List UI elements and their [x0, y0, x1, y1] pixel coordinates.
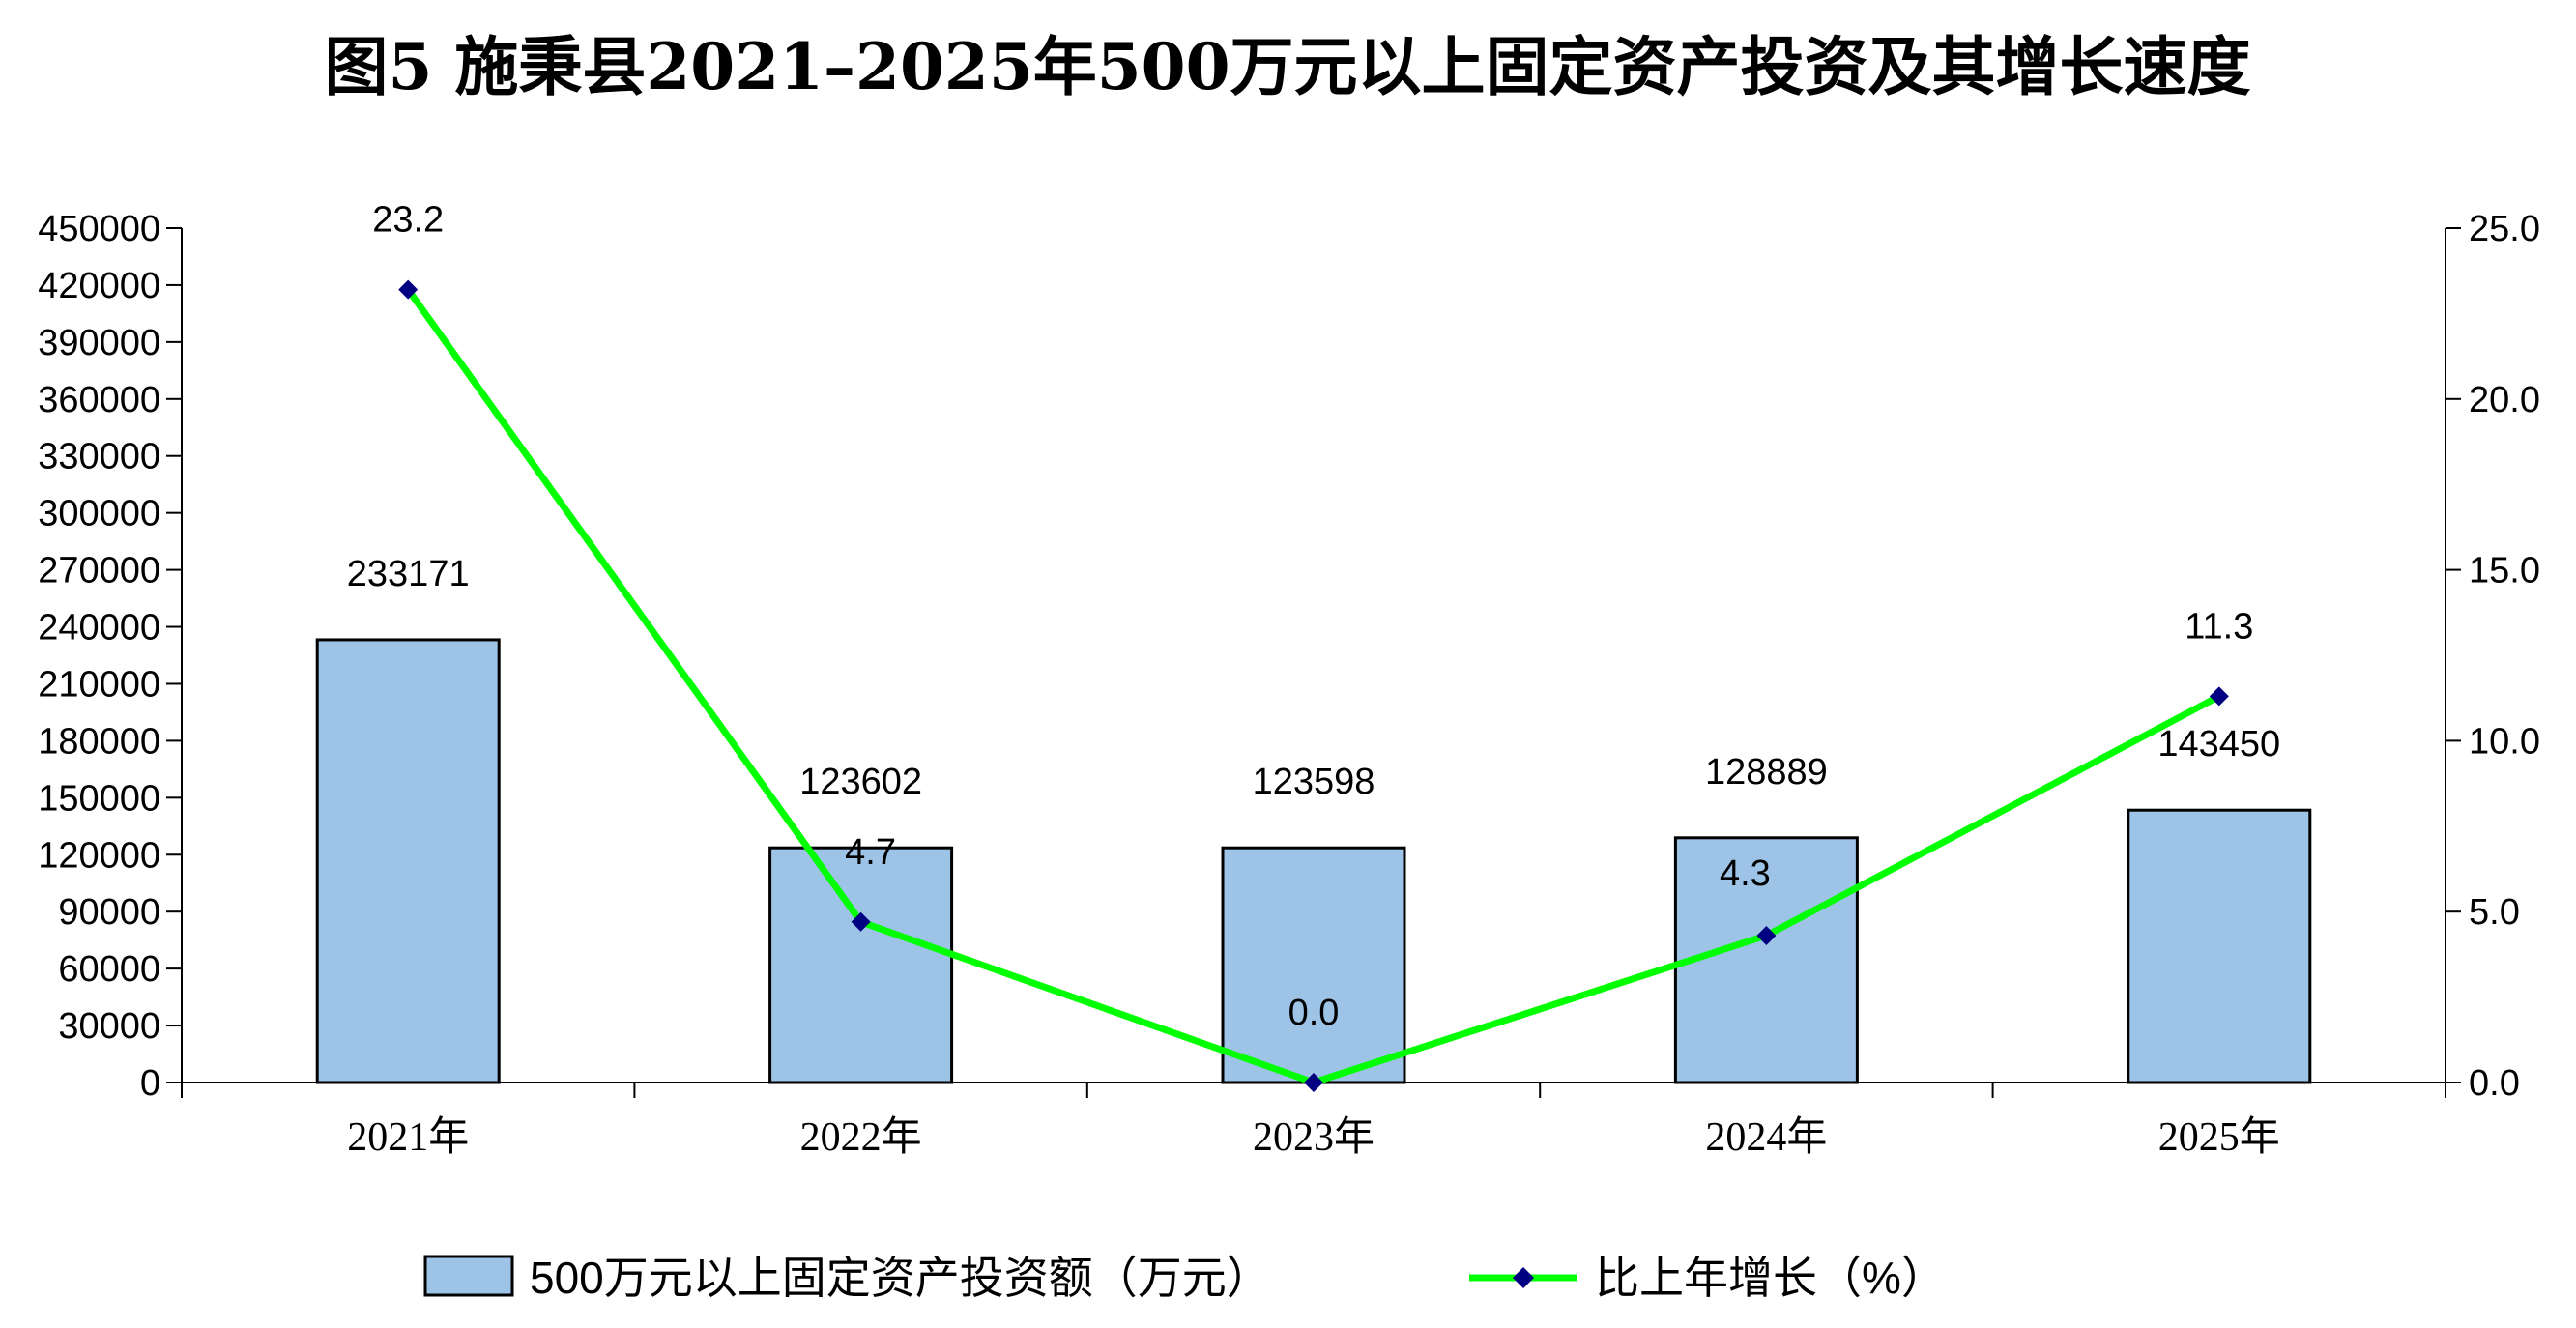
x-tick-label: 2022年 — [800, 1114, 922, 1160]
x-tick-label: 2023年 — [1253, 1114, 1375, 1160]
bar-2022年 — [768, 846, 954, 1084]
y-left-tick-label: 90000 — [58, 892, 160, 933]
growth-value-label: 23.2 — [372, 200, 444, 241]
bar-value-label: 233171 — [347, 554, 470, 594]
growth-point-2024年 — [1756, 925, 1777, 945]
y-left-tick-label: 360000 — [38, 380, 160, 420]
y-left-tick-label: 180000 — [38, 721, 160, 762]
y-right-tick-label: 10.0 — [2469, 721, 2540, 762]
growth-point-2025年 — [2209, 686, 2229, 707]
y-left-tick-label: 120000 — [38, 835, 160, 876]
growth-point-2021年 — [398, 279, 419, 300]
y-right-tick-label: 20.0 — [2469, 380, 2540, 420]
growth-value-label: 0.0 — [1288, 993, 1340, 1033]
legend: 500万元以上固定资产投资额（万元） 比上年增长（%） — [423, 1253, 1946, 1303]
y-left-tick-label: 270000 — [38, 551, 160, 592]
bar-2023年 — [1221, 846, 1406, 1084]
x-tick-label: 2024年 — [1705, 1114, 1827, 1160]
x-tick-label: 2025年 — [2158, 1114, 2280, 1160]
y-left-tick-label: 390000 — [38, 323, 160, 363]
bar-2025年 — [2127, 808, 2312, 1084]
y-left-tick-label: 60000 — [58, 949, 160, 990]
y-left-tick-label: 240000 — [38, 608, 160, 649]
x-tick-label: 2021年 — [347, 1114, 469, 1160]
growth-value-label: 11.3 — [2185, 606, 2253, 647]
growth-value-label: 4.3 — [1720, 853, 1771, 894]
y-right-tick-label: 0.0 — [2469, 1063, 2520, 1104]
legend-bar-swatch — [423, 1255, 514, 1297]
legend-line-label: 比上年增长（%） — [1595, 1253, 1946, 1303]
y-left-tick-label: 420000 — [38, 266, 160, 306]
bar-2021年 — [315, 638, 501, 1084]
bar-value-label: 123598 — [1253, 762, 1375, 802]
y-left-tick-label: 450000 — [38, 209, 160, 249]
plot-area: 0 30000 60000 90000 120000 150000 180000 210000… — [38, 200, 2540, 1160]
legend-line-marker — [1513, 1267, 1534, 1288]
bar-value-label: 128889 — [1705, 752, 1828, 793]
y-right-tick-label: 25.0 — [2469, 209, 2540, 249]
chart-title: 图5 施秉县2021–2025年500万元以上固定资产投资及其增长速度 — [324, 29, 2250, 104]
bar-value-label: 123602 — [799, 762, 922, 802]
legend-bar-label: 500万元以上固定资产投资额（万元） — [530, 1253, 1271, 1303]
y-left-tick-label: 30000 — [58, 1006, 160, 1047]
y-left-tick-label: 150000 — [38, 778, 160, 819]
y-left-tick-label: 0 — [140, 1063, 160, 1104]
y-left-tick-label: 300000 — [38, 494, 160, 534]
growth-value-label: 4.7 — [845, 832, 896, 873]
bar-2024年 — [1673, 836, 1859, 1084]
growth-point-2022年 — [851, 911, 871, 932]
growth-point-2023年 — [1304, 1073, 1323, 1092]
y-left-tick-label: 330000 — [38, 437, 160, 477]
y-right-tick-label: 5.0 — [2469, 892, 2520, 933]
bar-value-label: 143450 — [2157, 724, 2280, 765]
y-left-tick-label: 210000 — [38, 664, 160, 705]
y-right-tick-label: 15.0 — [2469, 551, 2540, 592]
